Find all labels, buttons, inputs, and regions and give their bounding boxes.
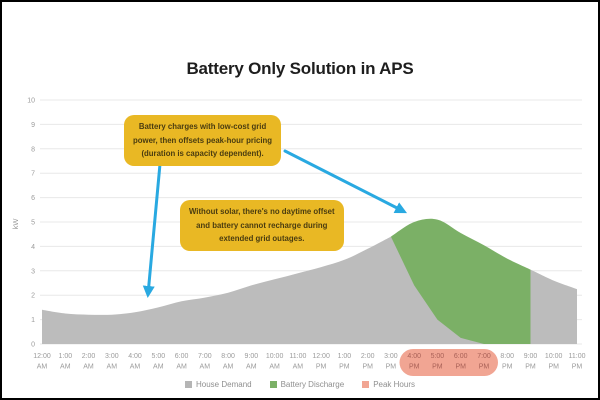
svg-text:1: 1	[31, 317, 35, 324]
house-demand-swatch-icon	[185, 381, 192, 388]
legend-item-battery-discharge: Battery Discharge	[269, 380, 345, 389]
area-series	[42, 218, 577, 344]
svg-text:3: 3	[31, 268, 35, 275]
annotation-arrow-left	[142, 162, 162, 298]
legend: House Demand Battery Discharge Peak Hour…	[2, 380, 598, 389]
legend-label: Peak Hours	[373, 380, 415, 389]
svg-text:0: 0	[31, 342, 35, 349]
legend-label: House Demand	[196, 380, 252, 389]
axes-labels: 0 1 2 3 4 5 6 7 8 9 10 kW 12:00 AM 1:00 AM 2:00 AM 3:00 AM 4…	[11, 98, 586, 376]
svg-text:6: 6	[31, 195, 35, 202]
house-demand-area	[42, 236, 577, 344]
svg-text:4: 4	[31, 244, 35, 251]
callout-battery-charges: Battery charges with low-cost grid power…	[124, 115, 282, 166]
legend-item-house-demand: House Demand	[185, 380, 252, 389]
callout-without-solar: Without solar, there's no daytime offset…	[180, 200, 344, 251]
peak-hours-swatch-icon	[362, 381, 370, 388]
svg-text:7: 7	[31, 171, 35, 178]
svg-text:2: 2	[31, 293, 35, 300]
annotation-arrow-right	[283, 149, 408, 214]
svg-text:kW: kW	[11, 218, 20, 230]
svg-text:5: 5	[31, 220, 35, 227]
legend-item-peak-hours: Peak Hours	[362, 380, 415, 389]
svg-text:8: 8	[31, 146, 35, 153]
legend-label: Battery Discharge	[280, 380, 345, 389]
svg-text:10: 10	[27, 98, 35, 105]
annotation-arrows	[142, 149, 408, 298]
chart-title: Battery Only Solution in APS	[186, 59, 414, 78]
battery-discharge-swatch-icon	[269, 381, 277, 388]
svg-text:9: 9	[31, 122, 35, 129]
